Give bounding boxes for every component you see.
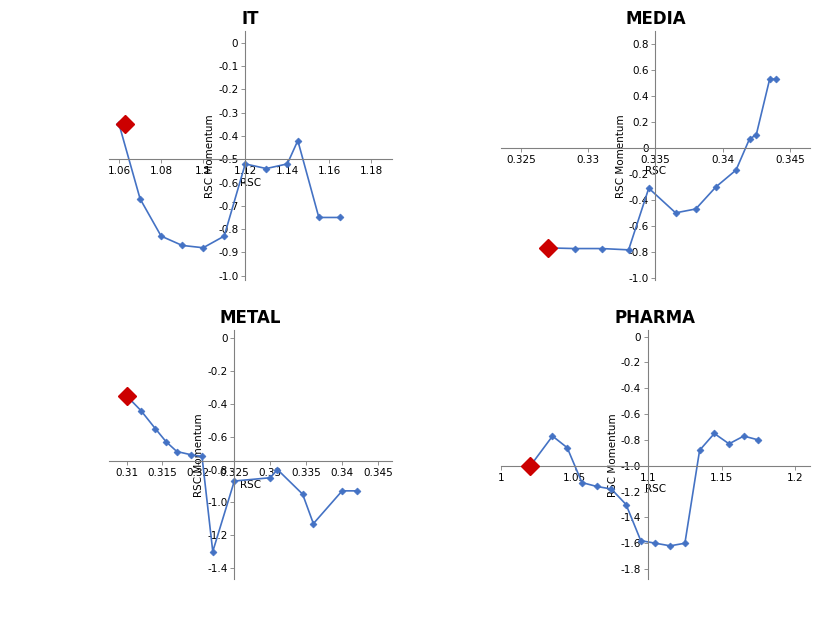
Y-axis label: RSC Momentum: RSC Momentum [195,413,205,497]
X-axis label: RSC: RSC [645,484,666,494]
Y-axis label: RSC Momentum: RSC Momentum [615,114,625,197]
Y-axis label: RSC Momentum: RSC Momentum [608,413,618,497]
X-axis label: RSC: RSC [240,178,261,188]
Y-axis label: RSC Momentum: RSC Momentum [205,114,215,197]
X-axis label: RSC: RSC [645,166,666,176]
Title: IT: IT [242,10,259,28]
X-axis label: RSC: RSC [240,480,261,490]
Title: METAL: METAL [220,309,281,327]
Title: MEDIA: MEDIA [625,10,686,28]
Title: PHARMA: PHARMA [615,309,696,327]
